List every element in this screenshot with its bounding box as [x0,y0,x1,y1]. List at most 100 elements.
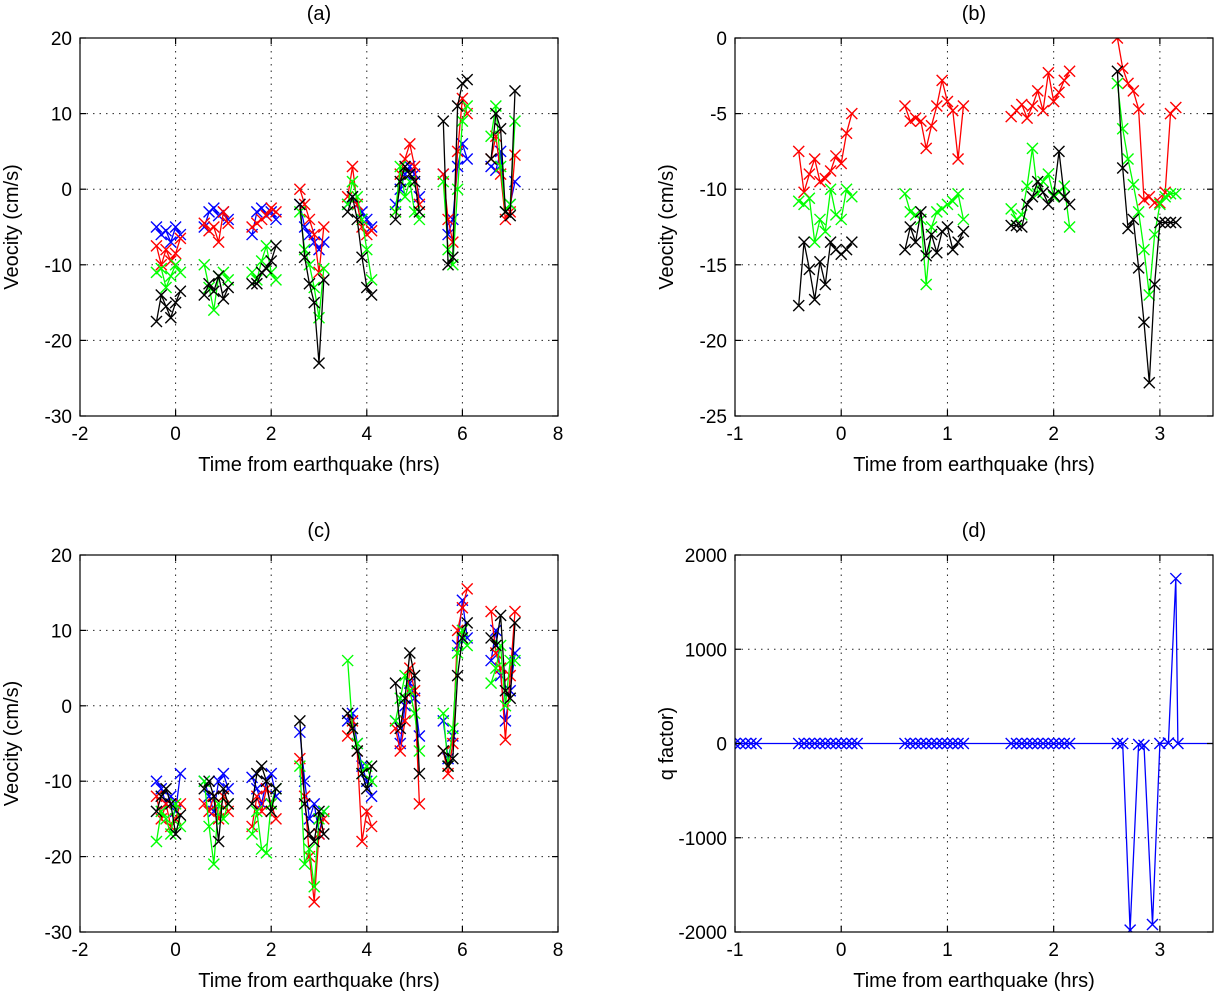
marker-c-0-3-3 [308,797,321,810]
marker-d-0-0-22 [925,737,938,750]
marker-a-3-0-0 [150,315,163,328]
series-line-c-2-6 [442,627,468,767]
marker-b-2-2-10 [1058,190,1071,203]
marker-c-3-3-4 [313,805,325,818]
marker-c-3-5-3 [403,647,416,660]
marker-b-2-3-11 [1169,216,1182,229]
marker-a-2-7-5 [508,115,521,128]
marker-a-2-4-1 [346,175,359,188]
marker-a-1-3-1 [298,198,311,211]
marker-b-1-1-9 [946,195,959,208]
marker-b-0-2-9 [1052,86,1065,99]
marker-c-3-2-5 [269,782,282,795]
marker-b-2-1-6 [930,246,943,259]
marker-d-0-0-5 [792,737,805,750]
marker-b-2-0-6 [824,236,837,249]
marker-d-0-0-33 [1026,737,1039,750]
marker-a-2-0-0 [150,266,163,279]
marker-a-3-1-4 [217,292,230,305]
marker-c-2-0-0 [150,835,163,848]
marker-a-1-7-5 [508,149,521,162]
marker-c-3-7-0 [485,631,498,644]
marker-b-0-2-2 [1015,98,1028,111]
series-line-b-0-0 [798,113,853,193]
ytick-label-d-4: 2000 [685,546,727,567]
marker-c-1-5-1 [394,745,407,758]
marker-b-0-0-9 [840,127,853,140]
marker-b-0-3-0 [1111,38,1124,44]
xtick-label-d-0: -1 [727,940,744,961]
marker-c-0-0-0 [150,775,163,788]
marker-a-2-5-2 [399,190,412,203]
marker-b-0-0-4 [813,175,826,188]
marker-a-1-0-4 [169,247,182,260]
marker-b-2-1-10 [952,236,965,249]
marker-c-3-6-1 [442,760,455,773]
y-axis-label-a: Veocity (cm/s) [1,164,23,290]
marker-c-2-6-5 [461,639,474,652]
ytick-label-b-4: -5 [710,105,727,126]
marker-c-3-1-2 [207,790,220,803]
marker-b-2-3-0 [1111,65,1124,78]
xtick-label-c-1: 0 [170,940,181,961]
marker-d-0-0-9 [813,737,826,750]
marker-a-2-1-2 [207,304,220,317]
marker-b-1-0-2 [803,192,816,205]
marker-d-0-0-17 [898,737,911,750]
marker-b-1-3-11 [1169,187,1182,200]
marker-c-3-7-4 [504,692,517,705]
marker-c-3-1-0 [198,782,211,795]
marker-a-1-0-0 [150,239,163,252]
marker-c-3-7-5 [508,616,521,629]
y-axis-label-d: q factor) [656,707,678,780]
marker-b-1-0-9 [840,183,853,196]
xtick-label-b-3: 2 [1048,424,1059,445]
marker-a-3-1-3 [212,270,225,283]
marker-a-3-4-1 [346,190,359,203]
marker-c-2-3-0 [293,760,306,773]
marker-c-1-5-5 [413,797,426,810]
marker-c-0-7-0 [485,654,498,667]
marker-a-3-3-5 [317,273,330,286]
marker-c-3-4-1 [346,722,359,735]
marker-a-3-0-1 [155,289,168,302]
marker-a-0-1-0 [198,221,211,233]
marker-c-3-7-3 [499,684,512,697]
marker-a-3-4-5 [365,289,378,302]
marker-a-3-5-3 [403,168,416,181]
marker-d-0-0-12 [829,737,842,750]
marker-d-0-0-44 [1132,738,1145,751]
marker-d-0-0-37 [1047,737,1060,750]
marker-c-3-2-2 [255,760,268,773]
x-axis-label-a: Time from earthquake (hrs) [198,454,440,476]
marker-a-2-4-3 [356,213,369,226]
marker-b-1-0-6 [824,183,837,196]
marker-c-2-6-2 [446,722,459,735]
axes-frame-c [79,554,559,933]
marker-c-0-5-5 [413,729,426,742]
ytick-label-a-5: 20 [51,29,72,50]
xtick-label-d-4: 3 [1155,940,1166,961]
ytick-label-b-2: -15 [700,256,727,277]
marker-b-1-2-3 [1021,180,1034,193]
marker-b-1-3-10 [1164,187,1177,200]
marker-a-2-0-2 [160,281,173,294]
marker-c-3-7-1 [489,639,502,652]
marker-b-2-3-5 [1137,316,1150,329]
marker-b-2-3-1 [1116,162,1129,175]
marker-c-3-4-5 [365,760,378,773]
marker-c-3-1-3 [212,835,225,848]
marker-b-2-1-11 [957,225,970,238]
marker-c-3-6-2 [446,752,459,765]
marker-a-3-7-5 [508,84,521,97]
marker-d-0-0-29 [1005,737,1018,750]
xtick-label-c-2: 2 [266,940,277,961]
marker-b-2-1-9 [946,243,959,256]
marker-a-3-7-2 [494,122,507,135]
marker-b-2-0-0 [792,299,805,312]
marker-d-0-0-32 [1021,737,1034,750]
marker-b-0-2-11 [1063,65,1076,78]
marker-a-3-6-5 [461,73,474,86]
marker-c-2-5-5 [413,745,426,758]
marker-b-2-1-0 [898,243,911,256]
